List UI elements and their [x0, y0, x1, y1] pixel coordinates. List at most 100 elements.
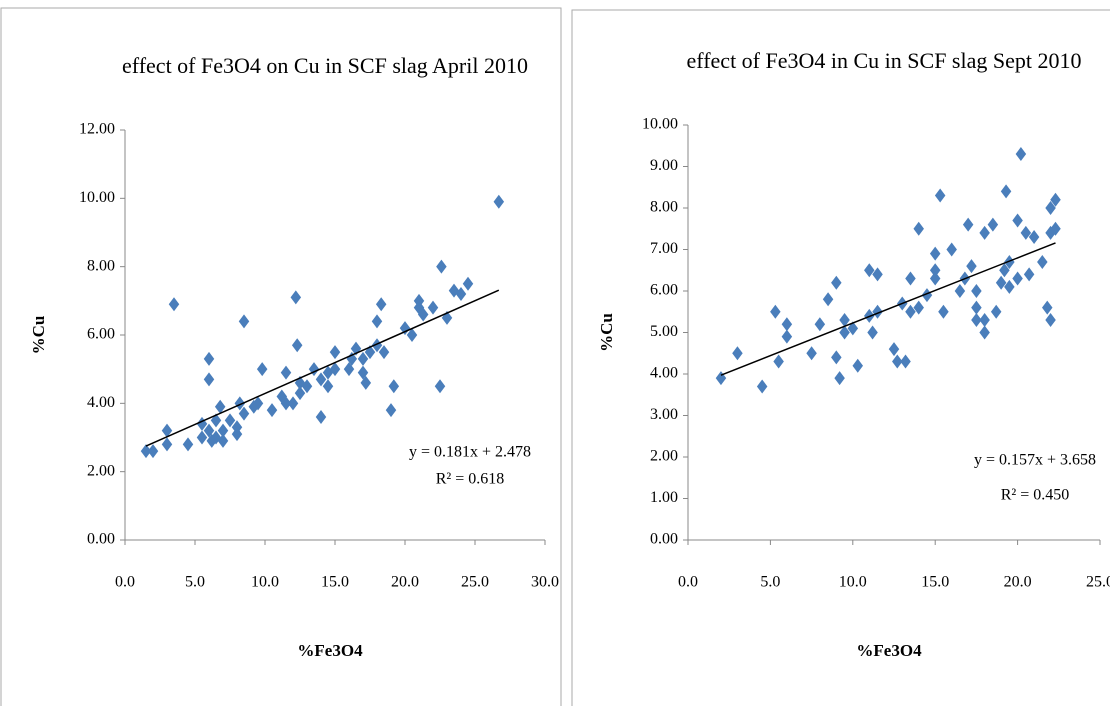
point [434, 379, 446, 394]
point [1050, 221, 1061, 236]
point [1004, 279, 1015, 294]
point [987, 217, 999, 232]
y-tick-label: 3.00 [650, 406, 678, 423]
point [929, 263, 941, 278]
point [999, 263, 1010, 278]
point [905, 271, 916, 286]
point [900, 354, 911, 369]
point [913, 300, 924, 315]
point [406, 328, 418, 342]
point [773, 354, 784, 369]
point [294, 386, 306, 401]
point [756, 379, 768, 394]
point [770, 304, 781, 319]
x-tick-label: 15.0 [921, 574, 949, 591]
point [852, 358, 863, 373]
trendline-equation: y = 0.157x + 3.658 [974, 452, 1096, 469]
point [831, 275, 842, 290]
point [934, 188, 946, 203]
point [388, 379, 400, 394]
point [954, 284, 966, 298]
point [1012, 271, 1023, 286]
y-axis-label: %Cu [29, 316, 48, 355]
y-tick-label: 2.00 [87, 462, 115, 479]
point [1000, 184, 1012, 199]
point [781, 329, 793, 344]
point [161, 437, 173, 452]
y-tick-label: 9.00 [650, 157, 678, 174]
point [436, 259, 447, 274]
point [399, 321, 411, 336]
x-tick-label: 10.0 [839, 574, 867, 591]
point [252, 396, 264, 411]
point [266, 403, 278, 418]
point [315, 372, 327, 387]
point [214, 399, 226, 414]
point [1023, 267, 1035, 282]
point [287, 396, 299, 411]
y-tick-label: 10.00 [642, 116, 678, 133]
point [834, 371, 845, 386]
point [990, 304, 1002, 319]
y-tick-label: 7.00 [650, 240, 678, 257]
point [291, 338, 303, 353]
point [831, 350, 842, 365]
point [455, 287, 467, 301]
y-tick-label: 10.00 [79, 189, 115, 206]
point [1028, 230, 1040, 245]
panel-border [0, 7, 562, 706]
point [231, 420, 243, 435]
point [1015, 147, 1027, 162]
point [413, 293, 425, 308]
point [938, 304, 949, 319]
point [329, 345, 341, 360]
y-tick-label: 6.00 [87, 326, 115, 343]
point [1050, 192, 1061, 207]
chart-title: effect of Fe3O4 on Cu in SCF slag April … [122, 53, 528, 78]
point [995, 275, 1007, 290]
x-tick-label: 25.0 [1086, 574, 1110, 591]
point [971, 313, 982, 328]
point [360, 375, 372, 390]
point [962, 217, 974, 232]
point [822, 292, 834, 307]
point [971, 284, 982, 298]
x-axis-label: %Fe3O4 [856, 641, 922, 660]
x-tick-label: 20.0 [391, 574, 419, 591]
y-tick-label: 0.00 [650, 531, 678, 548]
y-tick-label: 1.00 [650, 489, 678, 506]
point [417, 307, 429, 322]
x-tick-label: 5.0 [760, 574, 780, 591]
y-tick-label: 4.00 [87, 394, 115, 411]
point [946, 242, 957, 257]
point [147, 444, 159, 459]
panel-border [571, 9, 1110, 706]
point [892, 354, 903, 369]
point [1020, 225, 1032, 240]
point [806, 346, 817, 361]
point [329, 362, 341, 377]
point [814, 317, 826, 332]
r-squared: R² = 0.618 [436, 471, 505, 488]
trendline [145, 289, 500, 447]
point [921, 288, 933, 303]
x-tick-label: 0.0 [115, 574, 135, 591]
point [1042, 300, 1053, 315]
point [888, 342, 900, 357]
point [238, 314, 250, 329]
y-tick-label: 8.00 [650, 199, 678, 216]
point [371, 314, 383, 329]
r-squared: R² = 0.450 [1001, 487, 1070, 504]
point [1045, 201, 1056, 215]
point [280, 396, 292, 411]
y-tick-label: 2.00 [650, 448, 678, 465]
point [1045, 313, 1056, 328]
x-tick-label: 0.0 [678, 574, 698, 591]
point [301, 379, 313, 394]
x-tick-label: 30.0 [531, 574, 559, 591]
point [839, 325, 850, 340]
point [196, 430, 208, 445]
chart-title: effect of Fe3O4 in Cu in SCF slag Sept 2… [687, 48, 1082, 73]
y-axis-label: %Cu [597, 313, 616, 352]
